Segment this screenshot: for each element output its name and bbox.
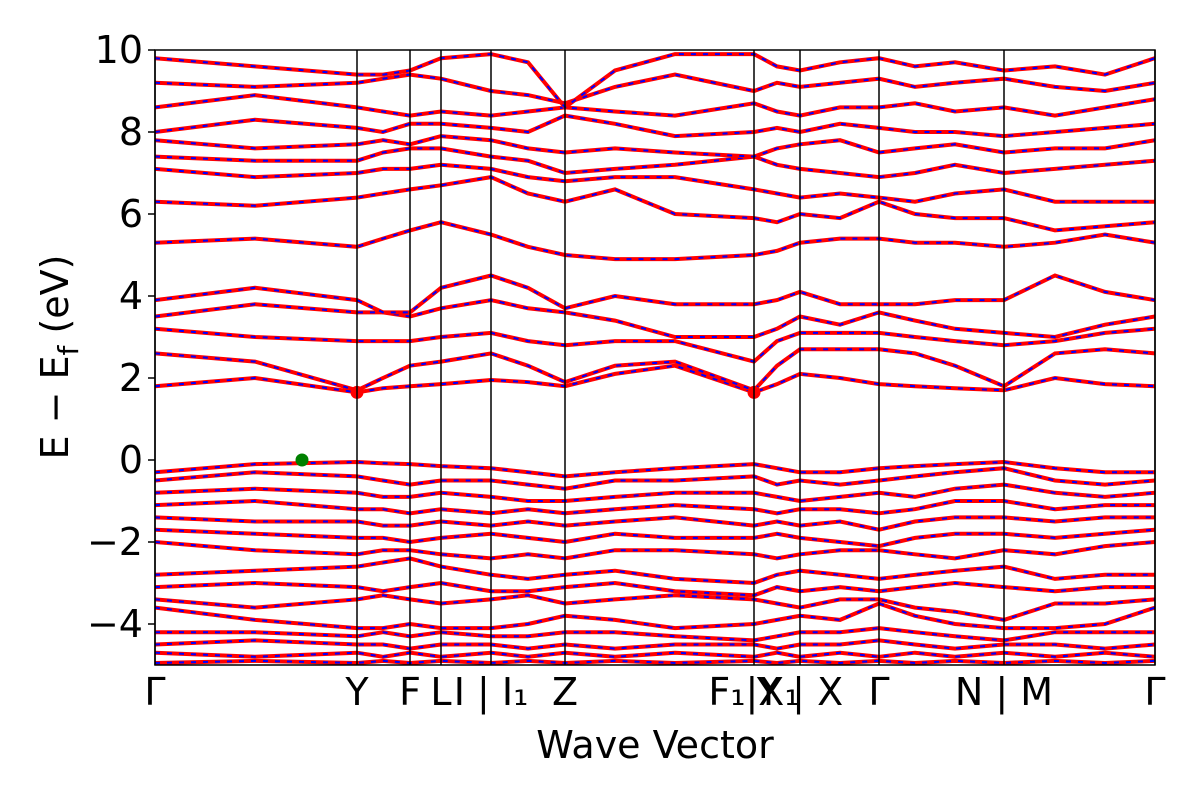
- band-line-dashed: [155, 627, 1155, 642]
- band-line-dashed: [155, 659, 1155, 664]
- plot-frame: [154, 49, 1156, 666]
- y-tick-label: 10: [95, 28, 143, 72]
- x-tick-label: F₁|X₁: [708, 670, 799, 715]
- y-label-main: E − E: [33, 355, 77, 459]
- band-line-dashed: [155, 541, 1155, 560]
- x-tick-label: Γ: [868, 670, 889, 714]
- band-line: [155, 273, 1155, 315]
- band-line: [155, 93, 1155, 118]
- band-line-dashed: [155, 594, 1155, 621]
- y-tick-label: 2: [119, 356, 143, 400]
- band-line-dashed: [155, 135, 1155, 158]
- band-line: [155, 162, 1155, 204]
- y-axis-label: E − Ef (eV): [33, 255, 85, 460]
- band-line-dashed: [155, 557, 1155, 585]
- band-line: [155, 515, 1155, 532]
- band-line: [155, 580, 1155, 598]
- x-tick-label: Γ: [1144, 670, 1165, 714]
- y-tick-label: −4: [87, 602, 143, 646]
- band-line-dashed: [155, 176, 1155, 232]
- band-line: [155, 134, 1155, 159]
- band-line-dashed: [155, 114, 1155, 138]
- y-tick-label: 0: [119, 438, 143, 482]
- x-axis-label: Wave Vector: [536, 723, 774, 767]
- band-line-dashed: [155, 499, 1155, 515]
- x-tick-label: F: [399, 670, 421, 714]
- x-tick-label: Y | X: [756, 670, 843, 715]
- band-line: [155, 556, 1155, 586]
- band-line: [155, 593, 1155, 622]
- band-line: [155, 527, 1155, 549]
- band-line-dashed: [155, 467, 1155, 490]
- x-tick-label: Y: [344, 670, 369, 714]
- band-line-dashed: [155, 221, 1155, 261]
- plot-area: [155, 52, 1155, 665]
- band-line: [155, 482, 1155, 504]
- band-line-dashed: [155, 299, 1155, 339]
- x-tick-label: I | I₁: [454, 670, 529, 715]
- band-line-dashed: [155, 461, 1155, 478]
- band-line-dashed: [155, 651, 1155, 658]
- y-tick-label: 4: [119, 274, 143, 318]
- band-line-dashed: [155, 327, 1155, 363]
- y-tick-label: 8: [119, 110, 143, 154]
- band-extremum: [295, 453, 309, 467]
- x-tick-label: N | M: [955, 670, 1053, 715]
- band-line-dashed: [155, 602, 1155, 630]
- band-line: [155, 175, 1155, 233]
- band-line: [155, 363, 1155, 395]
- x-tick-label: Z: [552, 670, 578, 714]
- band-line-dashed: [155, 163, 1155, 203]
- x-tick-label: Γ: [144, 670, 165, 714]
- band-line: [155, 658, 1155, 665]
- y-tick-label: 6: [119, 192, 143, 236]
- band-line-dashed: [155, 639, 1155, 650]
- y-tick-label: −2: [87, 520, 143, 564]
- band-line-dashed: [155, 73, 1155, 105]
- y-label-sub: f: [52, 344, 85, 355]
- band-line-dashed: [155, 516, 1155, 531]
- band-line: [155, 220, 1155, 262]
- band-line-dashed: [155, 364, 1155, 394]
- band-line: [155, 498, 1155, 516]
- band-line-dashed: [155, 581, 1155, 597]
- x-tick-label: L: [430, 670, 451, 714]
- band-line-dashed: [155, 94, 1155, 117]
- band-line-dashed: [155, 147, 1155, 179]
- y-label-unit: (eV): [33, 255, 77, 346]
- band-line-dashed: [155, 483, 1155, 503]
- band-line-dashed: [155, 528, 1155, 548]
- band-line: [155, 601, 1155, 631]
- band-line-dashed: [155, 53, 1155, 109]
- band-line: [155, 113, 1155, 139]
- band-line-dashed: [155, 348, 1155, 392]
